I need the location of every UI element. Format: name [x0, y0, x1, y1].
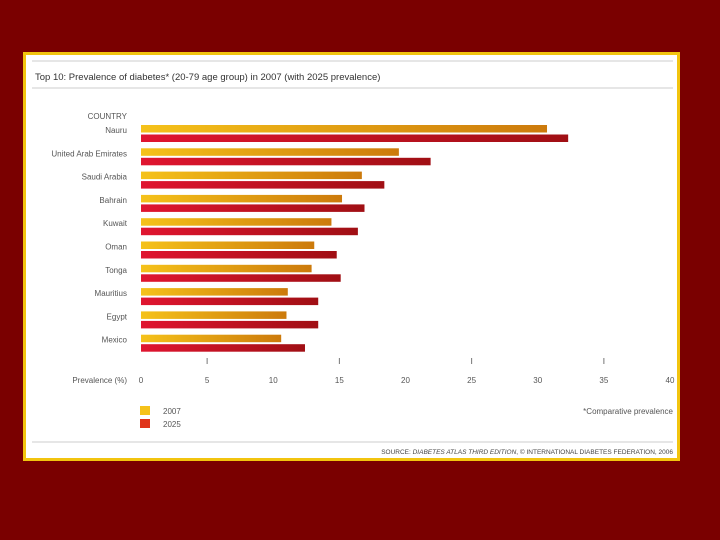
x-tick-label: 0	[139, 376, 144, 385]
category-label: Mexico	[102, 336, 128, 345]
bar-2025	[141, 134, 569, 142]
diabetes-bar-chart: Top 10: Prevalence of diabetes* (20-79 a…	[32, 60, 675, 456]
bar-2007	[141, 288, 288, 296]
bar-2007	[141, 241, 315, 249]
x-tick-label: 20	[401, 376, 410, 385]
chart-title: Top 10: Prevalence of diabetes* (20-79 a…	[35, 72, 380, 83]
legend-swatch-2007	[140, 406, 150, 415]
bar-2007	[141, 264, 312, 273]
source-suffix: , © INTERNATIONAL DIABETES FEDERATION, 2…	[516, 448, 673, 456]
category-label: United Arab Emirates	[51, 149, 127, 158]
bar-2007	[141, 334, 282, 343]
x-tick-label: 5	[205, 376, 210, 385]
x-tick-label: 15	[335, 376, 344, 385]
x-tick-label: 10	[269, 376, 278, 385]
category-label: Oman	[105, 243, 127, 252]
category-labels: Nauru United Arab Emirates Saudi Arabia Bah…	[51, 126, 127, 345]
x-tick-label: 30	[533, 376, 542, 385]
bar-2025	[141, 204, 365, 212]
source-title: DIABETES ATLAS THIRD EDITION	[413, 449, 517, 456]
legend-label-2025: 2025	[163, 420, 181, 429]
bars	[141, 125, 569, 352]
bar-2007	[141, 171, 362, 180]
bar-2007	[141, 125, 548, 133]
bar-2007	[141, 218, 332, 226]
x-axis-ticks: 0 5 10 15 20 25 30 35 40	[139, 358, 675, 385]
legend-swatch-2025	[140, 419, 150, 428]
value-axis-label: Prevalence (%)	[72, 376, 127, 385]
category-label: Tonga	[105, 266, 127, 275]
bar-2025	[141, 157, 431, 166]
footnote: *Comparative prevalence	[583, 407, 673, 416]
bar-2025	[141, 227, 358, 236]
bar-2025	[141, 320, 319, 329]
bar-2007	[141, 311, 287, 319]
bar-2025	[141, 251, 337, 259]
category-label: Bahrain	[99, 196, 127, 205]
category-axis-label: COUNTRY	[88, 112, 128, 121]
chart-panel: Top 10: Prevalence of diabetes* (20-79 a…	[23, 52, 680, 461]
bar-2025	[141, 344, 305, 352]
bar-2007	[141, 194, 343, 203]
category-label: Mauritius	[95, 289, 127, 298]
x-tick-label: 25	[467, 376, 476, 385]
bar-2025	[141, 181, 385, 189]
bar-2025	[141, 274, 341, 282]
source-prefix: SOURCE:	[381, 449, 412, 456]
category-label: Kuwait	[103, 219, 128, 228]
legend-label-2007: 2007	[163, 407, 181, 416]
category-label: Egypt	[107, 312, 128, 321]
x-tick-label: 40	[666, 376, 675, 385]
category-label: Nauru	[105, 126, 127, 135]
bar-2007	[141, 148, 399, 156]
source-note: SOURCE: DIABETES ATLAS THIRD EDITION, © …	[381, 448, 673, 456]
category-label: Saudi Arabia	[82, 173, 128, 182]
bar-2025	[141, 297, 319, 306]
x-tick-label: 35	[599, 376, 608, 385]
